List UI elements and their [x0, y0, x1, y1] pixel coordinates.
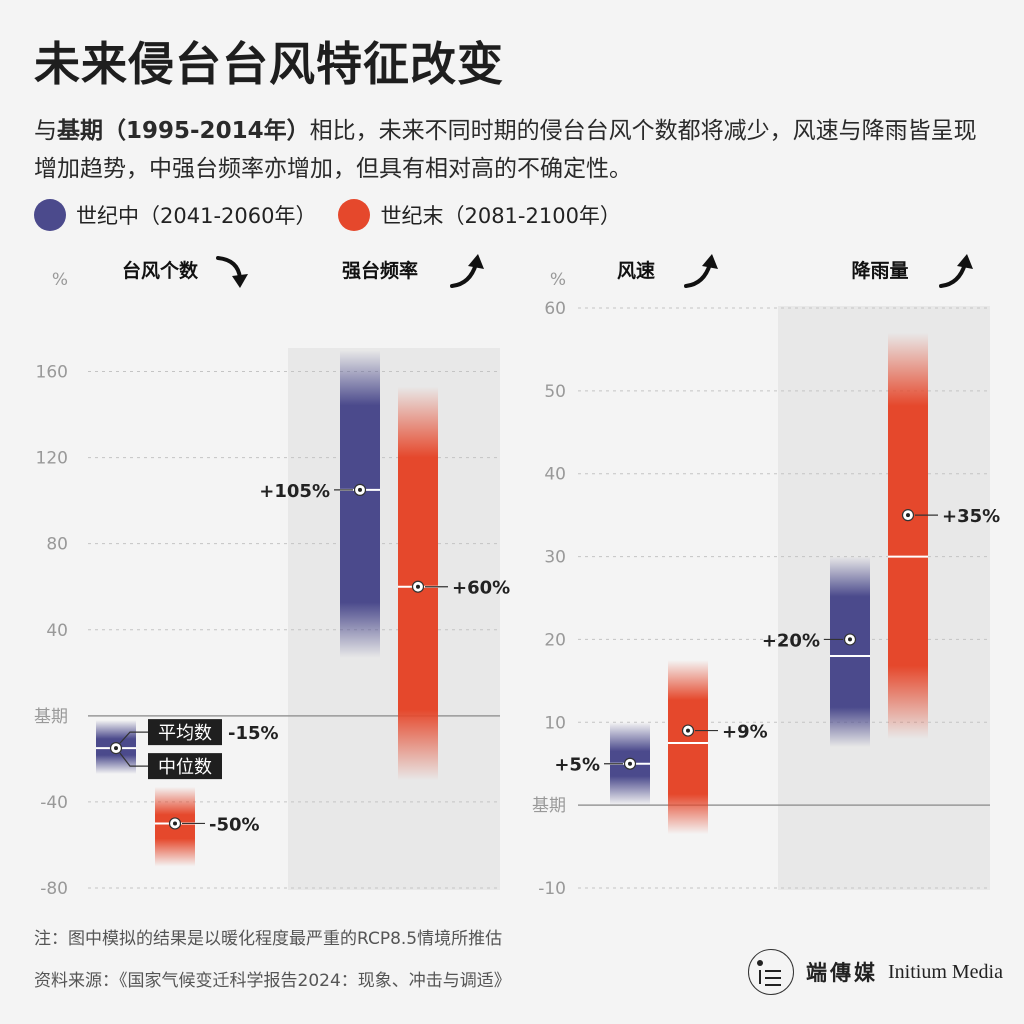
legend-swatch-mid-century	[34, 199, 66, 231]
brand: 端傳媒 Initium Media	[748, 948, 1003, 996]
trend-arrow-icon	[939, 254, 973, 288]
brand-name-cn: 端傳媒	[806, 960, 878, 985]
subtitle-text-1: 与	[34, 118, 57, 144]
arrow-stroke	[450, 262, 478, 288]
value-label: -15%	[228, 723, 279, 744]
y-tick-label: 40	[46, 621, 68, 641]
range-bar	[888, 332, 928, 739]
y-tick-label: 120	[36, 449, 68, 469]
y-unit-label: %	[52, 270, 68, 290]
annotation-box	[148, 719, 222, 746]
shaded-region	[288, 348, 500, 890]
page-title: 未来侵台台风特征改变	[34, 37, 504, 91]
mean-marker-center	[848, 637, 852, 642]
y-tick-label: 20	[544, 630, 566, 650]
y-unit-label: %	[550, 270, 566, 290]
annotation-label: 平均数	[158, 723, 212, 744]
annotation-label: 中位数	[158, 757, 212, 778]
trend-arrow-icon	[216, 256, 248, 288]
arrow-stroke	[216, 256, 242, 280]
mean-marker-center	[628, 761, 632, 766]
mean-marker-center	[686, 728, 690, 733]
subtitle-text-2: 相比，未来不同时期的侵台台风个数都将减少，风速与降雨皆呈现增加趋势，中强台频率亦…	[34, 118, 977, 182]
range-bar	[830, 556, 870, 748]
source-note: 资料来源：《国家气候变迁科学报告2024：现象、冲击与调适》	[34, 971, 511, 991]
trend-arrow-icon	[684, 254, 718, 288]
annotation-leader	[119, 731, 150, 744]
y-tick-label: 60	[544, 299, 566, 319]
legend-item-mid-century: 世纪中（2041-2060年）	[34, 199, 316, 231]
annotation-leader	[119, 752, 150, 767]
subtitle-bold-text: 基期（1995-2014年）	[57, 118, 310, 144]
group-label: 降雨量	[851, 259, 908, 282]
value-label: +5%	[554, 755, 600, 776]
value-label: -50%	[209, 814, 260, 835]
range-bar	[668, 660, 708, 835]
arrow-head	[468, 254, 484, 269]
arrow-head	[702, 254, 718, 269]
legend: 世纪中（2041-2060年） 世纪末（2081-2100年）	[34, 198, 643, 232]
y-tick-label: -40	[40, 793, 68, 813]
mean-marker-center	[416, 584, 420, 589]
group-label: 风速	[617, 259, 655, 282]
subtitle: 与基期（1995-2014年）相比，未来不同时期的侵台台风个数都将减少，风速与降…	[34, 112, 994, 188]
mean-marker-center	[173, 821, 177, 826]
value-label: +105%	[259, 481, 330, 502]
annotation-box	[148, 753, 222, 780]
shaded-region	[778, 306, 990, 890]
value-label: +35%	[942, 506, 1000, 527]
legend-label-mid-century: 世纪中（2041-2060年）	[76, 204, 317, 228]
y-tick-label: 基期	[532, 796, 566, 816]
y-tick-label: 40	[544, 465, 566, 485]
brand-name-en: Initium Media	[888, 960, 1003, 983]
y-tick-label: 80	[46, 535, 68, 555]
mean-marker-center	[358, 487, 362, 492]
arrow-stroke	[939, 262, 967, 288]
y-tick-label: -10	[538, 879, 566, 899]
mean-marker-center	[906, 513, 910, 518]
y-tick-label: 10	[544, 713, 566, 733]
group-label: 台风个数	[122, 259, 199, 282]
y-tick-label: 基期	[34, 707, 68, 727]
mean-marker-center	[114, 746, 118, 751]
arrow-head	[957, 254, 973, 269]
trend-arrow-icon	[450, 254, 484, 288]
value-label: +60%	[452, 578, 510, 599]
y-tick-label: -80	[40, 879, 68, 899]
brand-logo-icon	[748, 949, 794, 995]
y-tick-label: 160	[36, 363, 68, 383]
range-bar	[340, 350, 380, 658]
value-label: +9%	[722, 722, 768, 743]
legend-swatch-end-century	[338, 199, 371, 231]
y-tick-label: 50	[544, 382, 566, 402]
value-label: +20%	[762, 630, 820, 651]
legend-item-end-century: 世纪末（2081-2100年）	[338, 199, 621, 231]
group-label: 强台频率	[342, 259, 418, 282]
footnote: 注：图中模拟的结果是以暖化程度最严重的RCP8.5情境所推估	[34, 929, 503, 949]
arrow-stroke	[684, 262, 712, 288]
arrow-head	[232, 274, 248, 288]
y-tick-label: 30	[544, 548, 566, 568]
legend-label-end-century: 世纪末（2081-2100年）	[380, 204, 621, 228]
